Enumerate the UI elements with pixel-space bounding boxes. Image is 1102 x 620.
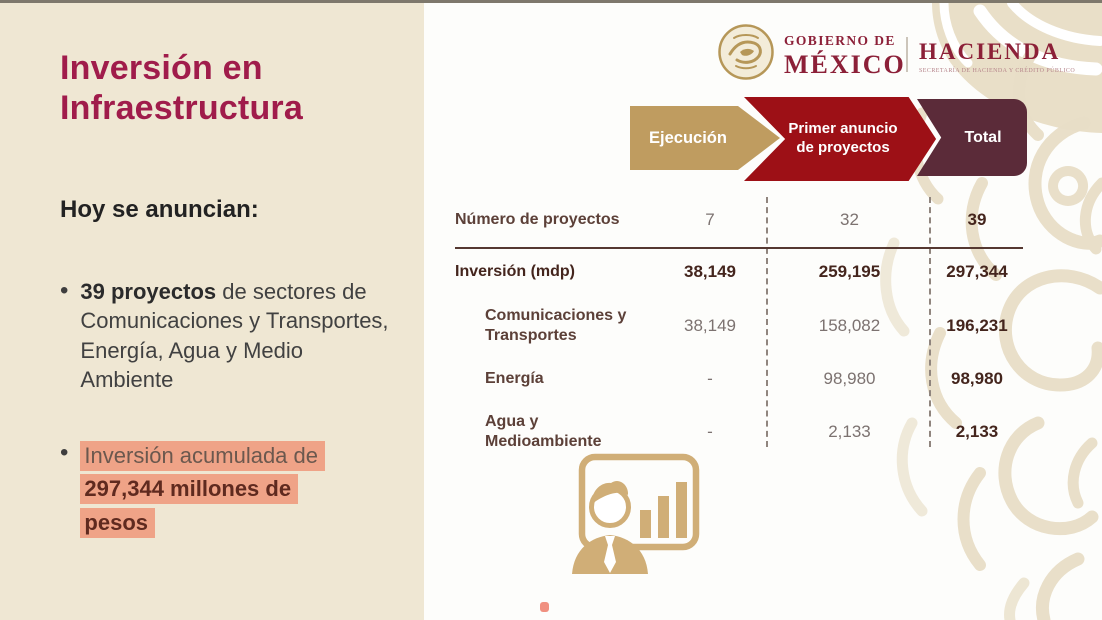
bullet-projects-bold: 39 proyectos <box>80 279 217 304</box>
band-label: Total <box>964 128 1002 146</box>
bullet-projects: • 39 proyectos de sectores de Comunicaci… <box>60 277 392 394</box>
cell-ejecucion: - <box>707 422 713 441</box>
agency-subtitle: SECRETARÍA DE HACIENDA Y CRÉDITO PÚBLICO <box>919 68 1076 74</box>
presenter-chart-icon <box>572 453 700 574</box>
watermark-pattern <box>880 3 1102 620</box>
gobierno-line2: MÉXICO <box>784 50 906 79</box>
bullet-projects-rest: de sectores de Comunicaciones y Transpor… <box>80 279 389 392</box>
bullet-projects-text: 39 proyectos de sectores de Comunicacion… <box>80 277 392 394</box>
band-label: Primer anuncio de proyectos <box>788 120 898 156</box>
cell-ejecucion: 38,149 <box>684 262 736 281</box>
agency-name: HACIENDA <box>919 39 1061 64</box>
bullet-dot: • <box>60 439 69 466</box>
table-column-separator <box>766 197 768 447</box>
cell-primer-anuncio: 32 <box>840 210 859 229</box>
table-row: Inversión (mdp) 38,149 259,195 297,344 <box>455 249 1023 295</box>
column-header-band: Ejecución Primer anuncio de proyectos To… <box>630 96 1030 183</box>
cell-total: 39 <box>967 210 987 229</box>
table-column-separator <box>929 197 931 447</box>
announce-heading: Hoy se anuncian: <box>60 196 259 223</box>
cell-ejecucion: 7 <box>705 210 715 229</box>
row-label: Inversión (mdp) <box>455 263 576 280</box>
band-segment-primer-anuncio: Primer anuncio de proyectos <box>744 97 937 181</box>
row-label: Número de proyectos <box>455 211 620 228</box>
table-row: Agua y Medioambiente - 2,133 2,133 <box>455 401 1023 463</box>
cell-total: 98,980 <box>951 369 1003 388</box>
band-label: Ejecución <box>649 128 727 147</box>
highlighted-text: Inversión acumulada de 297,344 millones … <box>80 441 325 538</box>
bullet-investment-text: Inversión acumulada de 297,344 millones … <box>80 439 360 539</box>
cell-primer-anuncio: 2,133 <box>828 422 871 441</box>
band-segment-ejecucion: Ejecución <box>630 106 780 170</box>
cell-total: 2,133 <box>955 422 999 441</box>
row-label: Energía <box>485 370 544 387</box>
bullet-investment: • Inversión acumulada de 297,344 millone… <box>60 439 360 539</box>
row-label: Agua y Medioambiente <box>485 413 602 450</box>
row-label: Comunicaciones y Transportes <box>485 307 627 344</box>
table-row: Número de proyectos 7 32 39 <box>455 196 1023 249</box>
logo-divider <box>906 37 908 72</box>
progress-dot <box>540 602 549 612</box>
top-edge-strip <box>0 0 1102 3</box>
hacienda-wordmark: HACIENDA SECRETARÍA DE HACIENDA Y CRÉDIT… <box>919 39 1075 74</box>
projects-table: Número de proyectos 7 32 39 Inversión (m… <box>455 196 1023 463</box>
investment-lead: Inversión acumulada de <box>84 443 318 468</box>
page-title: Inversión en Infraestructura <box>60 49 303 127</box>
cell-total: 297,344 <box>946 262 1008 281</box>
mexico-eagle-seal-icon <box>718 24 774 80</box>
investment-amount: 297,344 millones de pesos <box>84 476 292 535</box>
cell-primer-anuncio: 158,082 <box>818 316 881 335</box>
table-row: Comunicaciones y Transportes 38,149 158,… <box>455 295 1023 357</box>
gobierno-de-mexico-wordmark: GOBIERNO DE MÉXICO <box>784 33 906 80</box>
cell-ejecucion: 38,149 <box>684 316 736 335</box>
bullet-dot: • <box>60 277 69 304</box>
gobierno-line1: GOBIERNO DE <box>784 33 896 48</box>
cell-primer-anuncio: 98,980 <box>823 369 876 388</box>
sidebar: Inversión en Infraestructura Hoy se anun… <box>0 3 424 620</box>
table-row: Energía - 98,980 98,980 <box>455 357 1023 401</box>
cell-ejecucion: - <box>707 369 713 388</box>
cell-total: 196,231 <box>946 316 1008 335</box>
cell-primer-anuncio: 259,195 <box>818 262 881 281</box>
